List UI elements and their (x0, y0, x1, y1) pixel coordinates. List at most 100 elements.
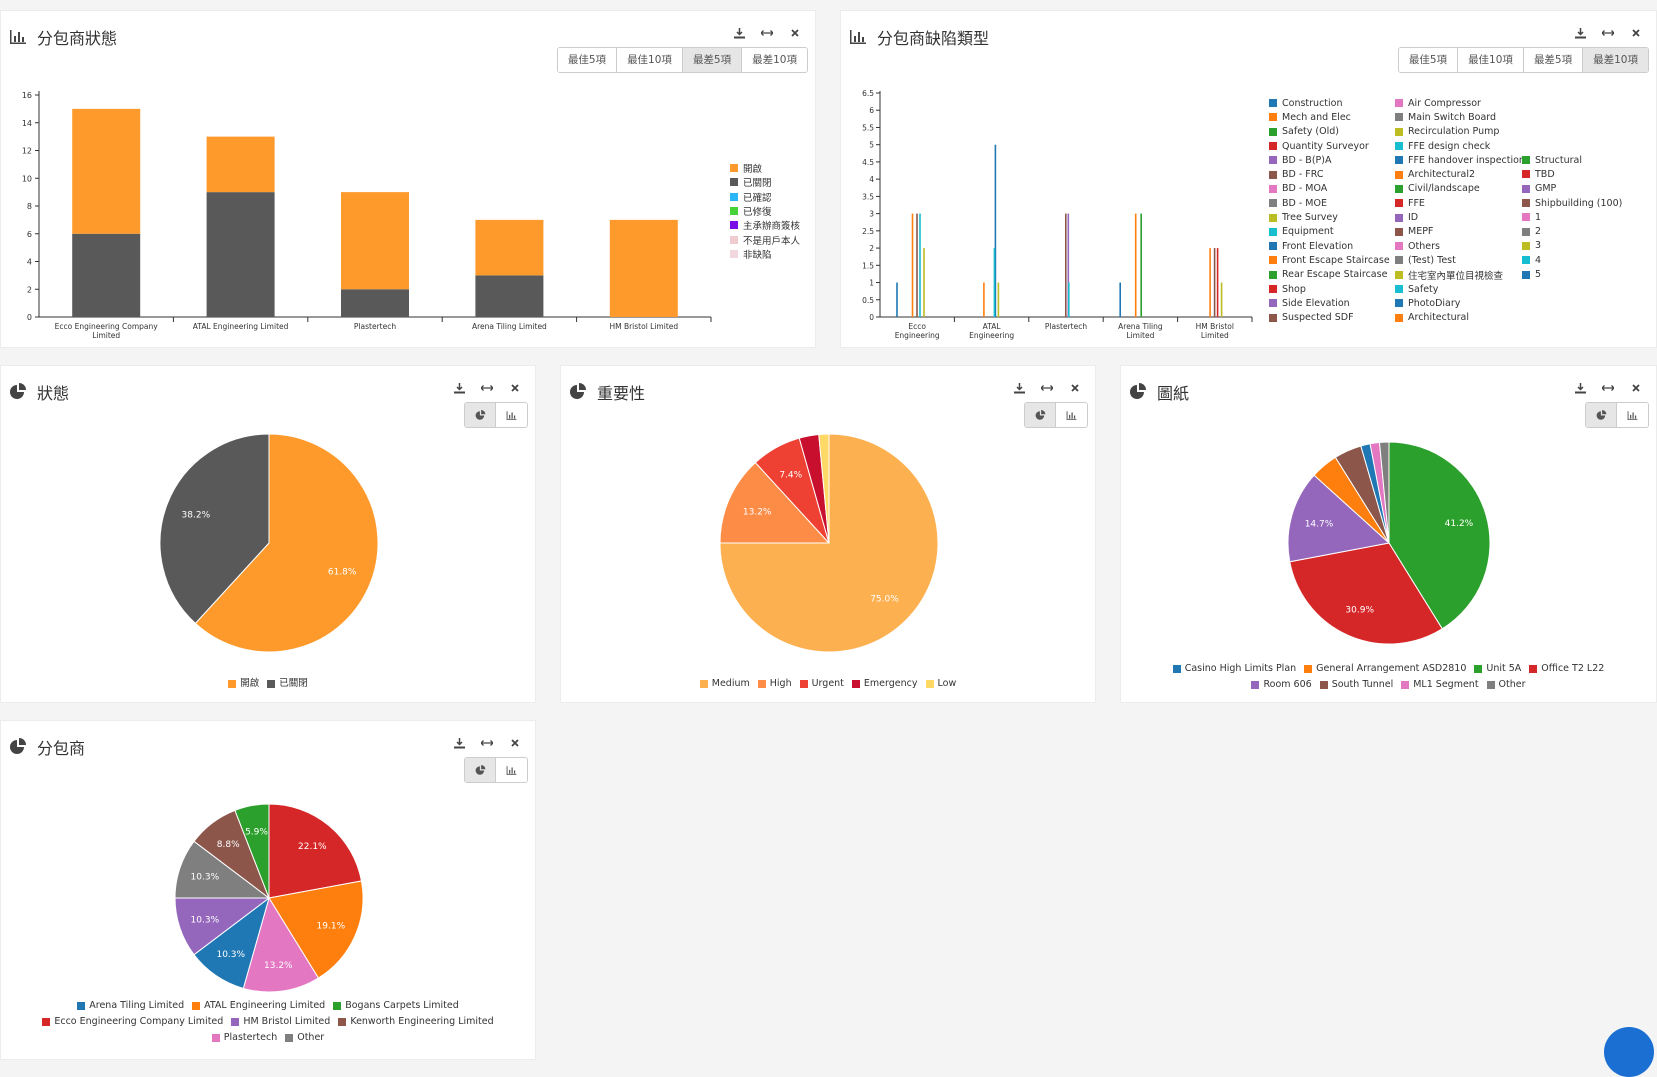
download-icon[interactable] (453, 737, 465, 749)
legend-item[interactable]: 已關閉 (730, 175, 800, 189)
ranking-button-2[interactable]: 最差5項 (682, 48, 743, 72)
legend-item[interactable]: BD - FRC (1269, 167, 1390, 181)
pie-slice[interactable] (242, 896, 320, 993)
bar[interactable] (1067, 213, 1070, 317)
bar[interactable] (923, 248, 925, 317)
legend-item[interactable]: General Arrangement ASD2810 (1304, 662, 1466, 676)
pie-slice[interactable] (234, 803, 270, 899)
legend-item[interactable]: Equipment (1269, 225, 1390, 239)
ranking-button-0[interactable]: 最佳5項 (1398, 48, 1459, 72)
legend-item[interactable]: Others (1395, 239, 1525, 253)
close-icon[interactable] (1630, 27, 1642, 39)
legend-item[interactable]: Shop (1269, 282, 1390, 296)
legend-item[interactable]: Recirculation Pump (1395, 125, 1525, 139)
expand-icon[interactable] (761, 27, 773, 39)
bar[interactable] (1216, 248, 1219, 317)
legend-item[interactable]: 5 (1522, 267, 1622, 281)
legend-item[interactable]: Main Switch Board (1395, 110, 1525, 124)
bar[interactable] (1065, 213, 1067, 317)
expand-icon[interactable] (1041, 382, 1053, 394)
chat-launcher-button[interactable] (1604, 1027, 1654, 1077)
legend-item[interactable]: Casino High Limits Plan (1172, 662, 1296, 676)
pie-slice[interactable] (1388, 441, 1491, 630)
legend-item[interactable]: ML1 Segment (1401, 678, 1479, 692)
legend-item[interactable]: HM Bristol Limited (231, 1015, 330, 1029)
expand-icon[interactable] (1602, 27, 1614, 39)
bar[interactable] (475, 219, 544, 276)
legend-item[interactable]: Plastertech (211, 1031, 277, 1045)
pie-slice[interactable] (719, 461, 831, 544)
legend-item[interactable]: Front Escape Staircase (1269, 253, 1390, 267)
legend-item[interactable]: 1 (1522, 210, 1622, 224)
ranking-button-1[interactable]: 最佳10項 (617, 48, 683, 72)
legend-item[interactable]: FFE design check (1395, 139, 1525, 153)
close-icon[interactable] (1069, 382, 1081, 394)
bar[interactable] (206, 192, 275, 317)
legend-item[interactable]: (Test) Test (1395, 253, 1525, 267)
bar[interactable] (994, 144, 997, 317)
legend-item[interactable]: 主承辦商簽核 (730, 218, 800, 232)
pie-view-button[interactable] (1025, 403, 1056, 427)
pie-slice[interactable] (1289, 542, 1443, 645)
bar[interactable] (896, 282, 898, 317)
bar[interactable] (72, 108, 141, 234)
legend-item[interactable]: 已確認 (730, 190, 800, 204)
bar[interactable] (983, 282, 985, 317)
bar[interactable] (341, 192, 409, 290)
legend-item[interactable]: 已關閉 (267, 677, 308, 691)
legend-item[interactable]: 開啟 (730, 161, 800, 175)
legend-item[interactable]: Shipbuilding (100) (1522, 196, 1622, 210)
bar[interactable] (919, 213, 921, 317)
legend-item[interactable]: Architectural (1395, 310, 1525, 324)
legend-item[interactable]: BD - B(P)A (1269, 153, 1390, 167)
bar[interactable] (1213, 248, 1216, 317)
legend-item[interactable]: Rear Escape Staircase (1269, 268, 1390, 282)
bar-view-button[interactable] (496, 758, 527, 782)
legend-item[interactable]: 已修復 (730, 204, 800, 218)
legend-item[interactable]: Office T2 L22 (1529, 662, 1604, 676)
download-icon[interactable] (1574, 27, 1586, 39)
pie-slice[interactable] (818, 433, 830, 544)
legend-item[interactable]: TBD (1522, 167, 1622, 181)
legend-item[interactable]: Structural (1522, 153, 1622, 167)
legend-item[interactable]: Construction (1269, 96, 1390, 110)
bar[interactable] (1119, 282, 1121, 317)
bar-view-button[interactable] (1617, 403, 1648, 427)
bar[interactable] (1220, 282, 1223, 317)
legend-item[interactable]: Quantity Surveyor (1269, 139, 1390, 153)
pie-slice[interactable] (159, 433, 270, 625)
legend-item[interactable]: ID (1395, 210, 1525, 224)
legend-item[interactable]: 住宅室內單位目視檢查 (1395, 268, 1525, 282)
legend-item[interactable]: 3 (1522, 239, 1622, 253)
legend-item[interactable]: 非缺陷 (730, 247, 800, 261)
download-icon[interactable] (1013, 382, 1025, 394)
legend-item[interactable]: Other (1486, 678, 1526, 692)
bar[interactable] (609, 219, 678, 317)
legend-item[interactable]: ATAL Engineering Limited (192, 999, 325, 1013)
legend-item[interactable]: Bogans Carpets Limited (333, 999, 459, 1013)
expand-icon[interactable] (481, 382, 493, 394)
bar[interactable] (916, 213, 918, 317)
pie-slice[interactable] (1287, 474, 1391, 563)
bar[interactable] (911, 213, 914, 317)
close-icon[interactable] (509, 382, 521, 394)
legend-item[interactable]: MEPF (1395, 225, 1525, 239)
legend-item[interactable]: BD - MOE (1269, 196, 1390, 210)
legend-item[interactable]: South Tunnel (1319, 678, 1393, 692)
download-icon[interactable] (733, 27, 745, 39)
bar-view-button[interactable] (1056, 403, 1087, 427)
pie-slice[interactable] (194, 433, 379, 653)
download-icon[interactable] (1574, 382, 1586, 394)
legend-item[interactable]: Arena Tiling Limited (77, 999, 184, 1013)
legend-item[interactable]: Civil/landscape (1395, 182, 1525, 196)
ranking-button-3[interactable]: 最差10項 (1583, 48, 1648, 72)
download-icon[interactable] (453, 382, 465, 394)
legend-item[interactable]: Mech and Elec (1269, 110, 1390, 124)
bar[interactable] (1134, 213, 1137, 317)
pie-slice[interactable] (268, 803, 363, 899)
legend-item[interactable]: Medium (699, 677, 750, 691)
close-icon[interactable] (509, 737, 521, 749)
legend-item[interactable]: Side Elevation (1269, 296, 1390, 310)
legend-item[interactable]: FFE (1395, 196, 1525, 210)
bar[interactable] (341, 289, 409, 317)
